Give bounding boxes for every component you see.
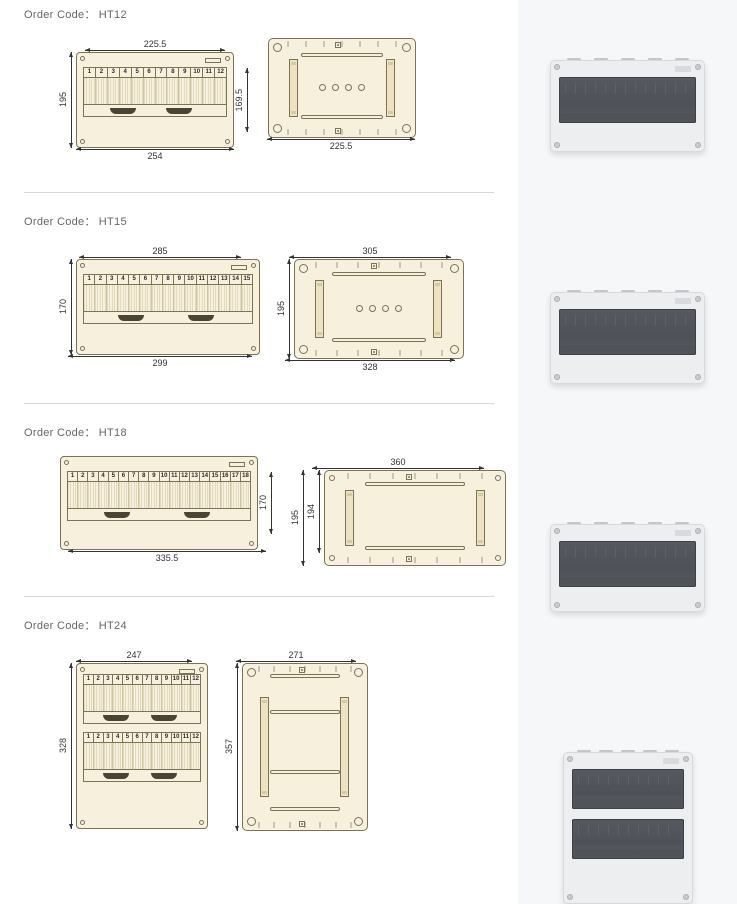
- front-diagram: 225.5 195 123456789101112 169.5 254: [58, 32, 252, 168]
- back-diagram: 305 195 328: [276, 239, 464, 379]
- order-code-value: HT12: [99, 9, 127, 21]
- front-panel: 123456789101112 123456789101112: [76, 663, 208, 829]
- front-diagram: 123456789101112131415161718 170 335.5: [58, 450, 276, 570]
- order-code-prefix: Order Code：: [24, 216, 96, 228]
- dim-h-label: 254: [147, 151, 162, 161]
- module-tabs: [84, 711, 200, 723]
- module-row: 123456789101112: [83, 67, 227, 117]
- dim-v-label: 328: [58, 738, 68, 753]
- back-panel: [294, 259, 464, 359]
- module-tabs: [84, 104, 226, 116]
- module-tabs: [84, 311, 252, 323]
- dim-v-label: 194: [306, 504, 316, 519]
- dim-v-label: 357: [224, 739, 234, 754]
- render-window: [559, 541, 696, 587]
- renders-column: [518, 0, 737, 904]
- product-render: [550, 60, 705, 152]
- render-window: [572, 769, 684, 809]
- product-render: [550, 292, 705, 384]
- dim-h-label: 360: [390, 457, 405, 467]
- order-code-value: HT24: [99, 620, 127, 632]
- dim-v-label: 195: [290, 510, 300, 525]
- render-window: [559, 77, 696, 123]
- back-diagram: 360 195 194: [290, 450, 506, 572]
- module-tabs: [84, 769, 200, 781]
- separator: [24, 596, 494, 597]
- product-render: [563, 752, 693, 904]
- module-slots: [84, 285, 252, 311]
- diagrams-column: Order Code：HT12 225.5 195 12345678910111…: [0, 0, 518, 904]
- front-panel: 123456789101112131415161718: [60, 456, 258, 550]
- module-row: 123456789101112: [83, 732, 201, 782]
- module-slots: [84, 743, 200, 769]
- module-slots: [84, 685, 200, 711]
- module-tabs: [68, 508, 250, 520]
- module-numbers: 123456789101112: [84, 68, 226, 78]
- front-panel: 123456789101112131415: [76, 259, 260, 355]
- dim-h-label: 305: [362, 246, 377, 256]
- dim-v-label: 195: [58, 92, 68, 107]
- dim-h-label: 285: [152, 246, 167, 256]
- back-panel: [324, 470, 506, 566]
- dim-v-label: 170: [258, 495, 268, 510]
- separator: [24, 192, 494, 193]
- module-row: 123456789101112: [83, 674, 201, 724]
- module-numbers: 123456789101112: [84, 733, 200, 743]
- order-code-value: HT15: [99, 216, 127, 228]
- order-code-prefix: Order Code：: [24, 427, 96, 439]
- front-panel: 123456789101112: [76, 52, 234, 148]
- order-code-prefix: Order Code：: [24, 9, 96, 21]
- dim-v-label: 170: [58, 299, 68, 314]
- module-slots: [68, 482, 250, 508]
- order-code: Order Code：HT18: [24, 424, 494, 440]
- dim-h-label: 328: [362, 362, 377, 372]
- back-diagram: 271 357: [224, 643, 368, 837]
- front-diagram: 247 328 123456789101112 123456789101112: [58, 643, 210, 835]
- order-code: Order Code：HT15: [24, 213, 494, 229]
- back-panel: [268, 38, 416, 138]
- module-slots: [84, 78, 226, 104]
- dim-v-label: 169.5: [234, 89, 244, 112]
- render-window: [572, 819, 684, 859]
- dim-h-label: 247: [126, 650, 141, 660]
- module-numbers: 123456789101112131415: [84, 275, 252, 285]
- module-numbers: 123456789101112: [84, 675, 200, 685]
- product-row: Order Code：HT18 123456789101112131415161…: [24, 418, 494, 582]
- dim-h-label: 335.5: [156, 553, 179, 563]
- dim-h-label: 299: [152, 358, 167, 368]
- dim-v-label: 195: [276, 301, 286, 316]
- product-row: Order Code：HT12 225.5 195 12345678910111…: [24, 0, 494, 178]
- product-render: [550, 524, 705, 612]
- order-code: Order Code：HT12: [24, 6, 494, 22]
- order-code-value: HT18: [99, 427, 127, 439]
- front-diagram: 285 170 123456789101112131415 299: [58, 239, 262, 375]
- back-diagram: 225.5: [266, 32, 416, 158]
- dim-h-label: 271: [288, 650, 303, 660]
- dim-h-label: 225.5: [144, 39, 167, 49]
- separator: [24, 403, 494, 404]
- module-row: 123456789101112131415: [83, 274, 253, 324]
- dim-h-label: 225.5: [330, 141, 353, 151]
- product-row: Order Code：HT24 247 328 123456789101112 …: [24, 611, 494, 847]
- order-code: Order Code：HT24: [24, 617, 494, 633]
- render-window: [559, 309, 696, 355]
- module-numbers: 123456789101112131415161718: [68, 472, 250, 482]
- back-panel: [242, 663, 368, 831]
- module-row: 123456789101112131415161718: [67, 471, 251, 521]
- product-row: Order Code：HT15 285 170 1234567891011121…: [24, 207, 494, 389]
- order-code-prefix: Order Code：: [24, 620, 96, 632]
